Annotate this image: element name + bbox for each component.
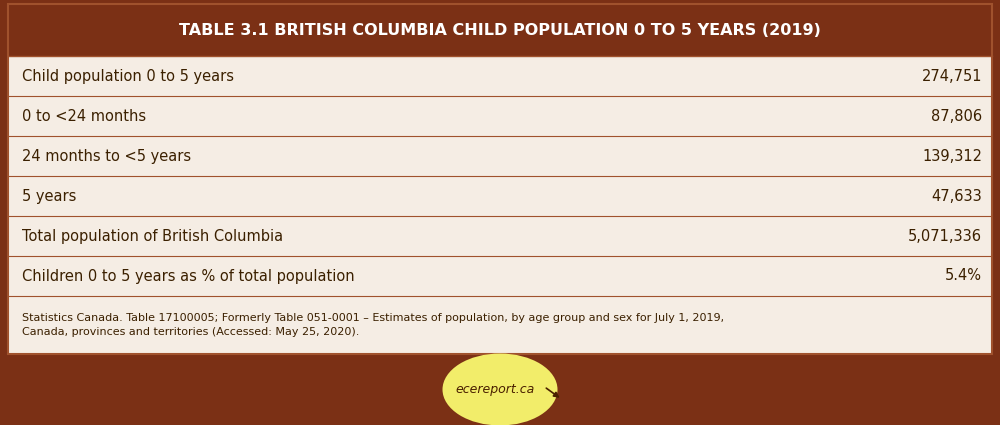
Text: 87,806: 87,806 [931, 108, 982, 124]
Text: Statistics Canada. Table 17100005; Formerly Table 051-0001 – Estimates of popula: Statistics Canada. Table 17100005; Forme… [22, 313, 724, 337]
Bar [8, 4, 992, 56]
Bar [8, 96, 992, 136]
Text: ecereport.ca: ecereport.ca [455, 383, 535, 396]
Bar [8, 216, 992, 256]
Bar [8, 296, 992, 354]
Bar [8, 4, 992, 354]
Text: Child population 0 to 5 years: Child population 0 to 5 years [22, 68, 234, 83]
Bar [8, 136, 992, 176]
Text: 139,312: 139,312 [922, 148, 982, 164]
Bar [8, 256, 992, 296]
Text: Children 0 to 5 years as % of total population: Children 0 to 5 years as % of total popu… [22, 269, 355, 283]
Text: 5,071,336: 5,071,336 [908, 229, 982, 244]
Text: 274,751: 274,751 [922, 68, 982, 83]
Text: 0 to <24 months: 0 to <24 months [22, 108, 146, 124]
Text: 24 months to <5 years: 24 months to <5 years [22, 148, 191, 164]
Text: 5 years: 5 years [22, 189, 76, 204]
Bar [8, 176, 992, 216]
Text: TABLE 3.1 BRITISH COLUMBIA CHILD POPULATION 0 TO 5 YEARS (2019): TABLE 3.1 BRITISH COLUMBIA CHILD POPULAT… [179, 23, 821, 37]
Text: 5.4%: 5.4% [945, 269, 982, 283]
Text: Total population of British Columbia: Total population of British Columbia [22, 229, 283, 244]
Ellipse shape [442, 354, 558, 425]
Text: 47,633: 47,633 [931, 189, 982, 204]
Bar [8, 56, 992, 96]
